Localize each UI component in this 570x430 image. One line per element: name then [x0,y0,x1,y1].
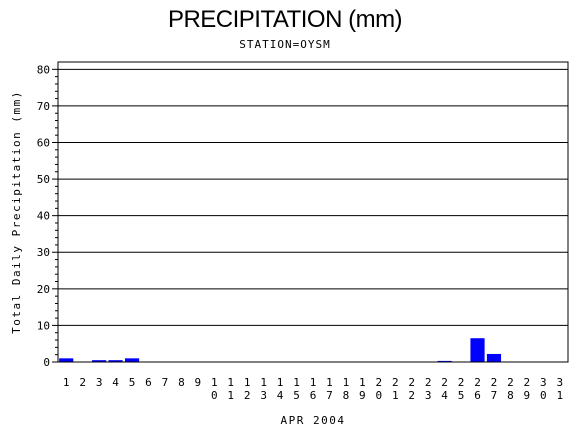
bar [108,360,123,362]
x-tick-label: 9 [195,376,202,389]
x-tick-label: 1 [63,376,70,389]
x-axis-label: APR 2004 [281,414,346,427]
bars [59,338,502,362]
bar [437,360,452,362]
y-tick-label: 70 [37,100,50,113]
x-tick-label: 7 [162,376,169,389]
x-tick-label: 2 [79,376,86,389]
y-axis-label: Total Daily Precipitation (mm) [10,90,23,334]
x-tick-label: 4 [112,376,119,389]
y-tick-label: 50 [37,173,50,186]
bar [486,353,502,362]
y-tick-label: 0 [43,356,50,369]
chart-subtitle: STATION=OYSM [239,38,331,51]
y-axis: 0 10 20 30 40 50 60 70 80 [37,63,58,369]
y-tick-label: 10 [37,319,50,332]
y-tick-label: 80 [37,63,50,76]
bar [470,338,485,362]
x-axis: 1 2 3 4 5 6 7 8 9 1 01 11 21 31 41 51 61 71 81 92 02 12 22 32 42… [63,376,563,402]
bar [92,360,107,362]
x-tick-label: 5 [129,376,136,389]
y-tick-label: 30 [37,246,50,259]
y-tick-label: 60 [37,136,50,149]
bar [59,358,74,362]
plot-frame [57,61,569,363]
x-tick-label: 8 [178,376,185,389]
y-tick-label: 20 [37,283,50,296]
y-tick-label: 40 [37,210,50,223]
bar [124,358,140,362]
grid-lines [58,68,568,326]
x-tick-label: 3 [96,376,103,389]
chart-title: PRECIPITATION (mm) [167,6,403,33]
x-tick-label: 6 [145,376,152,389]
